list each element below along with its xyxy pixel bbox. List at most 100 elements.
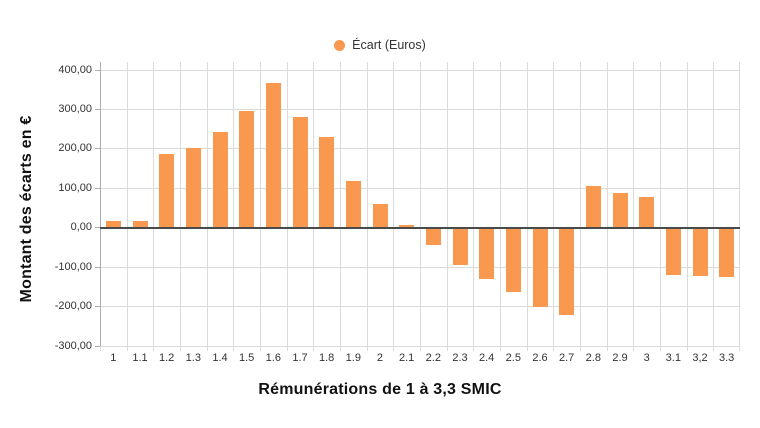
x-axis-tick-label: 2.4 xyxy=(479,352,495,364)
x-axis-tick-label: 1.6 xyxy=(265,352,281,364)
x-axis-tick-mark xyxy=(420,346,421,351)
x-axis-tick-mark xyxy=(660,346,661,351)
vertical-gridline xyxy=(713,62,714,346)
bar-2.3[interactable] xyxy=(452,227,468,265)
legend-label: Écart (Euros) xyxy=(352,38,426,52)
bar-1.4[interactable] xyxy=(212,131,228,228)
vertical-gridline xyxy=(153,62,154,346)
vertical-gridline xyxy=(420,62,421,346)
bar-3,2[interactable] xyxy=(692,227,708,276)
x-axis-tick-label: 3,2 xyxy=(692,352,708,364)
bar-1.9[interactable] xyxy=(345,181,361,228)
x-axis-tick-mark xyxy=(607,346,608,351)
bar-1[interactable] xyxy=(105,221,121,228)
vertical-gridline xyxy=(127,62,128,346)
bar-3[interactable] xyxy=(639,196,655,228)
x-axis-tick-label: 1.2 xyxy=(159,352,175,364)
legend-marker-icon xyxy=(334,39,346,51)
x-axis-tick-label: 3.3 xyxy=(719,352,735,364)
vertical-gridline xyxy=(580,62,581,346)
x-axis-tick-mark xyxy=(180,346,181,351)
bar-2.6[interactable] xyxy=(532,227,548,307)
vertical-gridline xyxy=(233,62,234,346)
vertical-gridline xyxy=(180,62,181,346)
zero-baseline xyxy=(100,226,740,229)
y-axis-tick-mark xyxy=(95,306,100,308)
x-axis-tick-mark xyxy=(447,346,448,351)
vertical-gridline xyxy=(739,62,740,346)
x-axis-tick-mark xyxy=(207,346,208,351)
x-axis-tick-label: 1.7 xyxy=(292,352,308,364)
x-axis-tick-mark xyxy=(739,346,740,351)
y-axis-tick-label: 400,00 xyxy=(58,63,92,76)
bar-2.2[interactable] xyxy=(425,227,441,245)
y-axis-line xyxy=(100,62,101,346)
vertical-gridline xyxy=(500,62,501,346)
y-axis-tick-label: -300,00 xyxy=(54,339,92,352)
bar-2.4[interactable] xyxy=(479,227,495,280)
x-axis-tick-label: 2.7 xyxy=(559,352,575,364)
vertical-gridline xyxy=(447,62,448,346)
bar-2.5[interactable] xyxy=(505,227,521,292)
y-axis-tick-label: -100,00 xyxy=(54,260,92,273)
bar-2.8[interactable] xyxy=(585,185,601,228)
y-axis-tick-label: 200,00 xyxy=(58,142,92,155)
x-axis-tick-label: 2.5 xyxy=(505,352,521,364)
x-axis-tick-mark xyxy=(287,346,288,351)
x-axis-tick-mark xyxy=(153,346,154,351)
vertical-gridline xyxy=(527,62,528,346)
x-axis-tick-label: 2.8 xyxy=(585,352,601,364)
bar-3.3[interactable] xyxy=(719,227,735,277)
vertical-gridline xyxy=(207,62,208,346)
x-axis-tick-label: 1.8 xyxy=(319,352,335,364)
vertical-gridline xyxy=(340,62,341,346)
x-axis-tick-label: 3 xyxy=(643,352,650,364)
bar-3.1[interactable] xyxy=(665,227,681,275)
bar-1.7[interactable] xyxy=(292,117,308,228)
bar-2.7[interactable] xyxy=(559,227,575,316)
x-axis-title: Rémunérations de 1 à 3,3 SMIC xyxy=(258,381,502,398)
y-axis-tick-label: 300,00 xyxy=(58,102,92,115)
x-axis-tick-mark xyxy=(313,346,314,351)
y-axis-tick-mark xyxy=(95,345,100,347)
bar-1.1[interactable] xyxy=(132,220,148,228)
bar-1.8[interactable] xyxy=(319,137,335,228)
x-axis-tick-label: 2.2 xyxy=(425,352,441,364)
y-axis-tick-mark xyxy=(95,148,100,150)
vertical-gridline xyxy=(260,62,261,346)
x-axis-tick-mark xyxy=(340,346,341,351)
vertical-gridline xyxy=(660,62,661,346)
x-axis-tick-mark xyxy=(100,346,101,351)
y-axis-tick-mark xyxy=(95,69,100,71)
x-axis-tick-label: 2 xyxy=(376,352,384,364)
x-axis-tick-mark xyxy=(527,346,528,351)
vertical-gridline xyxy=(473,62,474,346)
x-axis-tick-label: 1.3 xyxy=(185,352,201,364)
x-axis-tick-mark xyxy=(687,346,688,351)
y-axis-tick-label: 0,00 xyxy=(70,221,92,234)
x-axis-tick-mark xyxy=(367,346,368,351)
x-axis-tick-label: 1.5 xyxy=(239,352,255,364)
y-axis-tick-mark xyxy=(95,266,100,268)
y-axis-tick-label: 100,00 xyxy=(58,181,92,194)
bar-1.3[interactable] xyxy=(185,147,201,228)
x-axis-tick-mark xyxy=(500,346,501,351)
x-axis-tick-mark xyxy=(127,346,128,351)
x-axis-tick-label: 3.1 xyxy=(665,352,681,364)
bar-1.2[interactable] xyxy=(159,153,175,228)
bar-1.6[interactable] xyxy=(265,83,281,228)
x-axis-tick-mark xyxy=(713,346,714,351)
bar-2[interactable] xyxy=(372,204,388,228)
vertical-gridline xyxy=(287,62,288,346)
bar-2.9[interactable] xyxy=(612,193,628,228)
y-axis-tick-mark xyxy=(95,187,100,189)
x-axis-tick-label: 2.1 xyxy=(399,352,415,364)
bar-2.1[interactable] xyxy=(399,225,415,228)
x-axis-tick-mark xyxy=(393,346,394,351)
x-axis-tick-label: 2.6 xyxy=(532,352,548,364)
x-axis-tick-mark xyxy=(473,346,474,351)
legend[interactable]: Écart (Euros) xyxy=(0,36,760,54)
y-axis-tick-label: -200,00 xyxy=(54,300,92,313)
bar-1.5[interactable] xyxy=(239,110,255,228)
x-axis-tick-mark xyxy=(580,346,581,351)
